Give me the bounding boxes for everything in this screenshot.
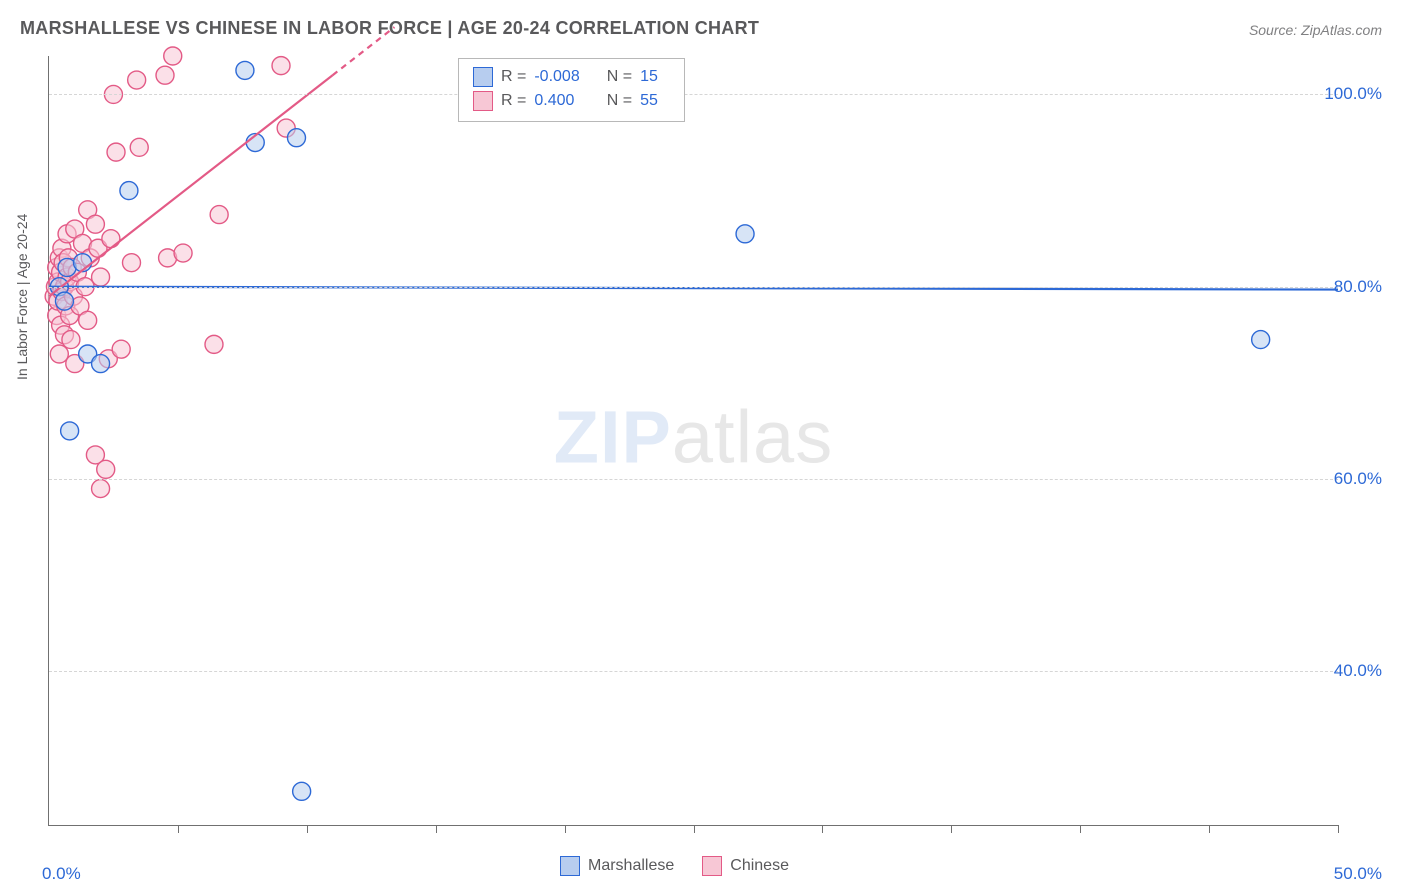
xtick bbox=[1338, 825, 1339, 833]
gridline-h bbox=[49, 287, 1338, 288]
scatter-point bbox=[107, 143, 125, 161]
scatter-point bbox=[97, 460, 115, 478]
stat-n-value-pink: 55 bbox=[640, 89, 670, 113]
legend-stats-row-pink: R = 0.400 N = 55 bbox=[473, 89, 670, 113]
plot-area: ZIPatlas bbox=[48, 56, 1338, 826]
scatter-point bbox=[55, 292, 73, 310]
ytick-label: 60.0% bbox=[1334, 469, 1382, 489]
stat-r-value-blue: -0.008 bbox=[534, 65, 594, 89]
legend-stats: R = -0.008 N = 15 R = 0.400 N = 55 bbox=[458, 58, 685, 122]
xtick bbox=[1209, 825, 1210, 833]
swatch-blue bbox=[560, 856, 580, 876]
swatch-pink bbox=[473, 91, 493, 111]
scatter-point bbox=[92, 268, 110, 286]
swatch-blue bbox=[473, 67, 493, 87]
gridline-h bbox=[49, 94, 1338, 95]
legend-stats-row-blue: R = -0.008 N = 15 bbox=[473, 65, 670, 89]
ytick-label: 40.0% bbox=[1334, 661, 1382, 681]
scatter-point bbox=[112, 340, 130, 358]
legend-series: Marshallese Chinese bbox=[560, 856, 789, 876]
scatter-point bbox=[156, 66, 174, 84]
xtick bbox=[1080, 825, 1081, 833]
scatter-point bbox=[122, 254, 140, 272]
scatter-point bbox=[164, 47, 182, 65]
scatter-point bbox=[205, 335, 223, 353]
scatter-point bbox=[120, 182, 138, 200]
scatter-point bbox=[102, 230, 120, 248]
stat-n-label: N = bbox=[602, 89, 632, 113]
scatter-point bbox=[174, 244, 192, 262]
xtick-label-max: 50.0% bbox=[1334, 864, 1382, 884]
scatter-point bbox=[293, 782, 311, 800]
scatter-point bbox=[736, 225, 754, 243]
y-axis-label: In Labor Force | Age 20-24 bbox=[14, 214, 30, 380]
xtick bbox=[307, 825, 308, 833]
xtick bbox=[951, 825, 952, 833]
scatter-point bbox=[272, 57, 290, 75]
legend-item-marshallese: Marshallese bbox=[560, 856, 674, 876]
scatter-point bbox=[128, 71, 146, 89]
stat-r-label: R = bbox=[501, 65, 526, 89]
scatter-point bbox=[92, 355, 110, 373]
xtick bbox=[822, 825, 823, 833]
source-attribution: Source: ZipAtlas.com bbox=[1249, 22, 1382, 38]
xtick bbox=[178, 825, 179, 833]
xtick bbox=[565, 825, 566, 833]
ytick-label: 80.0% bbox=[1334, 277, 1382, 297]
scatter-point bbox=[130, 138, 148, 156]
stat-n-value-blue: 15 bbox=[640, 65, 670, 89]
plot-svg bbox=[49, 56, 1338, 825]
scatter-point bbox=[92, 480, 110, 498]
gridline-h bbox=[49, 671, 1338, 672]
gridline-h bbox=[49, 479, 1338, 480]
scatter-point bbox=[1252, 331, 1270, 349]
trendline-pink bbox=[49, 75, 333, 296]
xtick bbox=[694, 825, 695, 833]
scatter-point bbox=[79, 311, 97, 329]
scatter-point bbox=[62, 331, 80, 349]
xtick bbox=[436, 825, 437, 833]
scatter-point bbox=[210, 206, 228, 224]
legend-label-marshallese: Marshallese bbox=[588, 857, 674, 875]
scatter-point bbox=[61, 422, 79, 440]
legend-item-chinese: Chinese bbox=[702, 856, 789, 876]
ytick-label: 100.0% bbox=[1324, 84, 1382, 104]
legend-label-chinese: Chinese bbox=[730, 857, 789, 875]
scatter-point bbox=[236, 61, 254, 79]
stat-n-label: N = bbox=[602, 65, 632, 89]
scatter-point bbox=[287, 129, 305, 147]
stat-r-value-pink: 0.400 bbox=[534, 89, 594, 113]
scatter-point bbox=[86, 215, 104, 233]
xtick-label-min: 0.0% bbox=[42, 864, 81, 884]
swatch-pink bbox=[702, 856, 722, 876]
stat-r-label: R = bbox=[501, 89, 526, 113]
chart-title: MARSHALLESE VS CHINESE IN LABOR FORCE | … bbox=[20, 18, 759, 39]
